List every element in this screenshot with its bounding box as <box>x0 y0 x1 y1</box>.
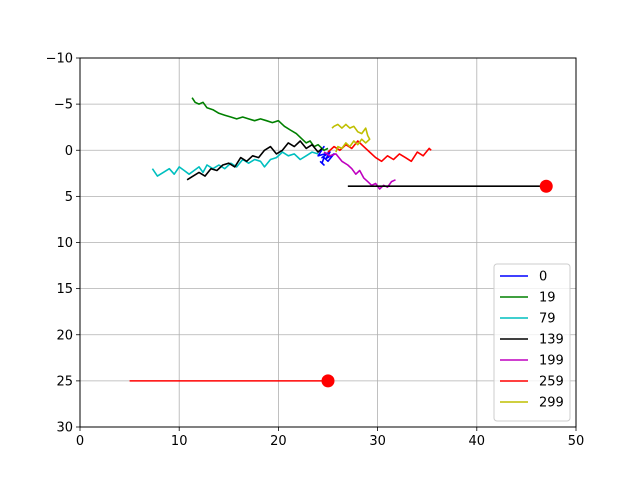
x-tick-label: 20 <box>270 434 287 449</box>
extra-lines <box>129 185 547 382</box>
y-tick-label: 30 <box>56 421 73 436</box>
y-tick-label: 5 <box>65 190 73 205</box>
y-tick-label: 10 <box>56 236 73 251</box>
x-tick-label: 40 <box>469 434 486 449</box>
marker-point-1 <box>321 374 335 388</box>
y-axis-ticks: −10 −5 0 5 10 15 20 25 30 <box>46 52 80 436</box>
series-line-0 <box>317 145 335 166</box>
y-tick-label: −10 <box>46 52 73 67</box>
y-tick-label: 15 <box>56 282 73 297</box>
y-tick-label: 25 <box>56 374 73 389</box>
y-tick-label: 20 <box>56 328 73 343</box>
series-line-259 <box>327 140 432 163</box>
marker-point-0 <box>539 179 553 193</box>
series-line-299 <box>331 123 371 153</box>
x-tick-label: 10 <box>171 434 188 449</box>
legend-label-199: 199 <box>539 354 564 369</box>
y-tick-label: 0 <box>65 144 73 159</box>
legend-label-0: 0 <box>539 270 547 285</box>
legend-label-299: 299 <box>539 396 564 411</box>
legend-label-19: 19 <box>539 291 556 306</box>
x-tick-label: 30 <box>369 434 386 449</box>
series-line-79 <box>151 151 319 177</box>
x-tick-label: 50 <box>568 434 585 449</box>
legend: 0 19 79 139 199 259 299 <box>493 263 571 422</box>
x-tick-label: 0 <box>76 434 84 449</box>
legend-label-79: 79 <box>539 312 556 327</box>
legend-label-139: 139 <box>539 333 564 348</box>
x-axis-ticks: 0 10 20 30 40 50 <box>76 427 584 449</box>
markers <box>321 179 553 388</box>
legend-label-259: 259 <box>539 375 564 390</box>
series-line-139 <box>186 140 323 181</box>
series-line-19 <box>191 97 329 152</box>
y-tick-label: −5 <box>54 98 73 113</box>
